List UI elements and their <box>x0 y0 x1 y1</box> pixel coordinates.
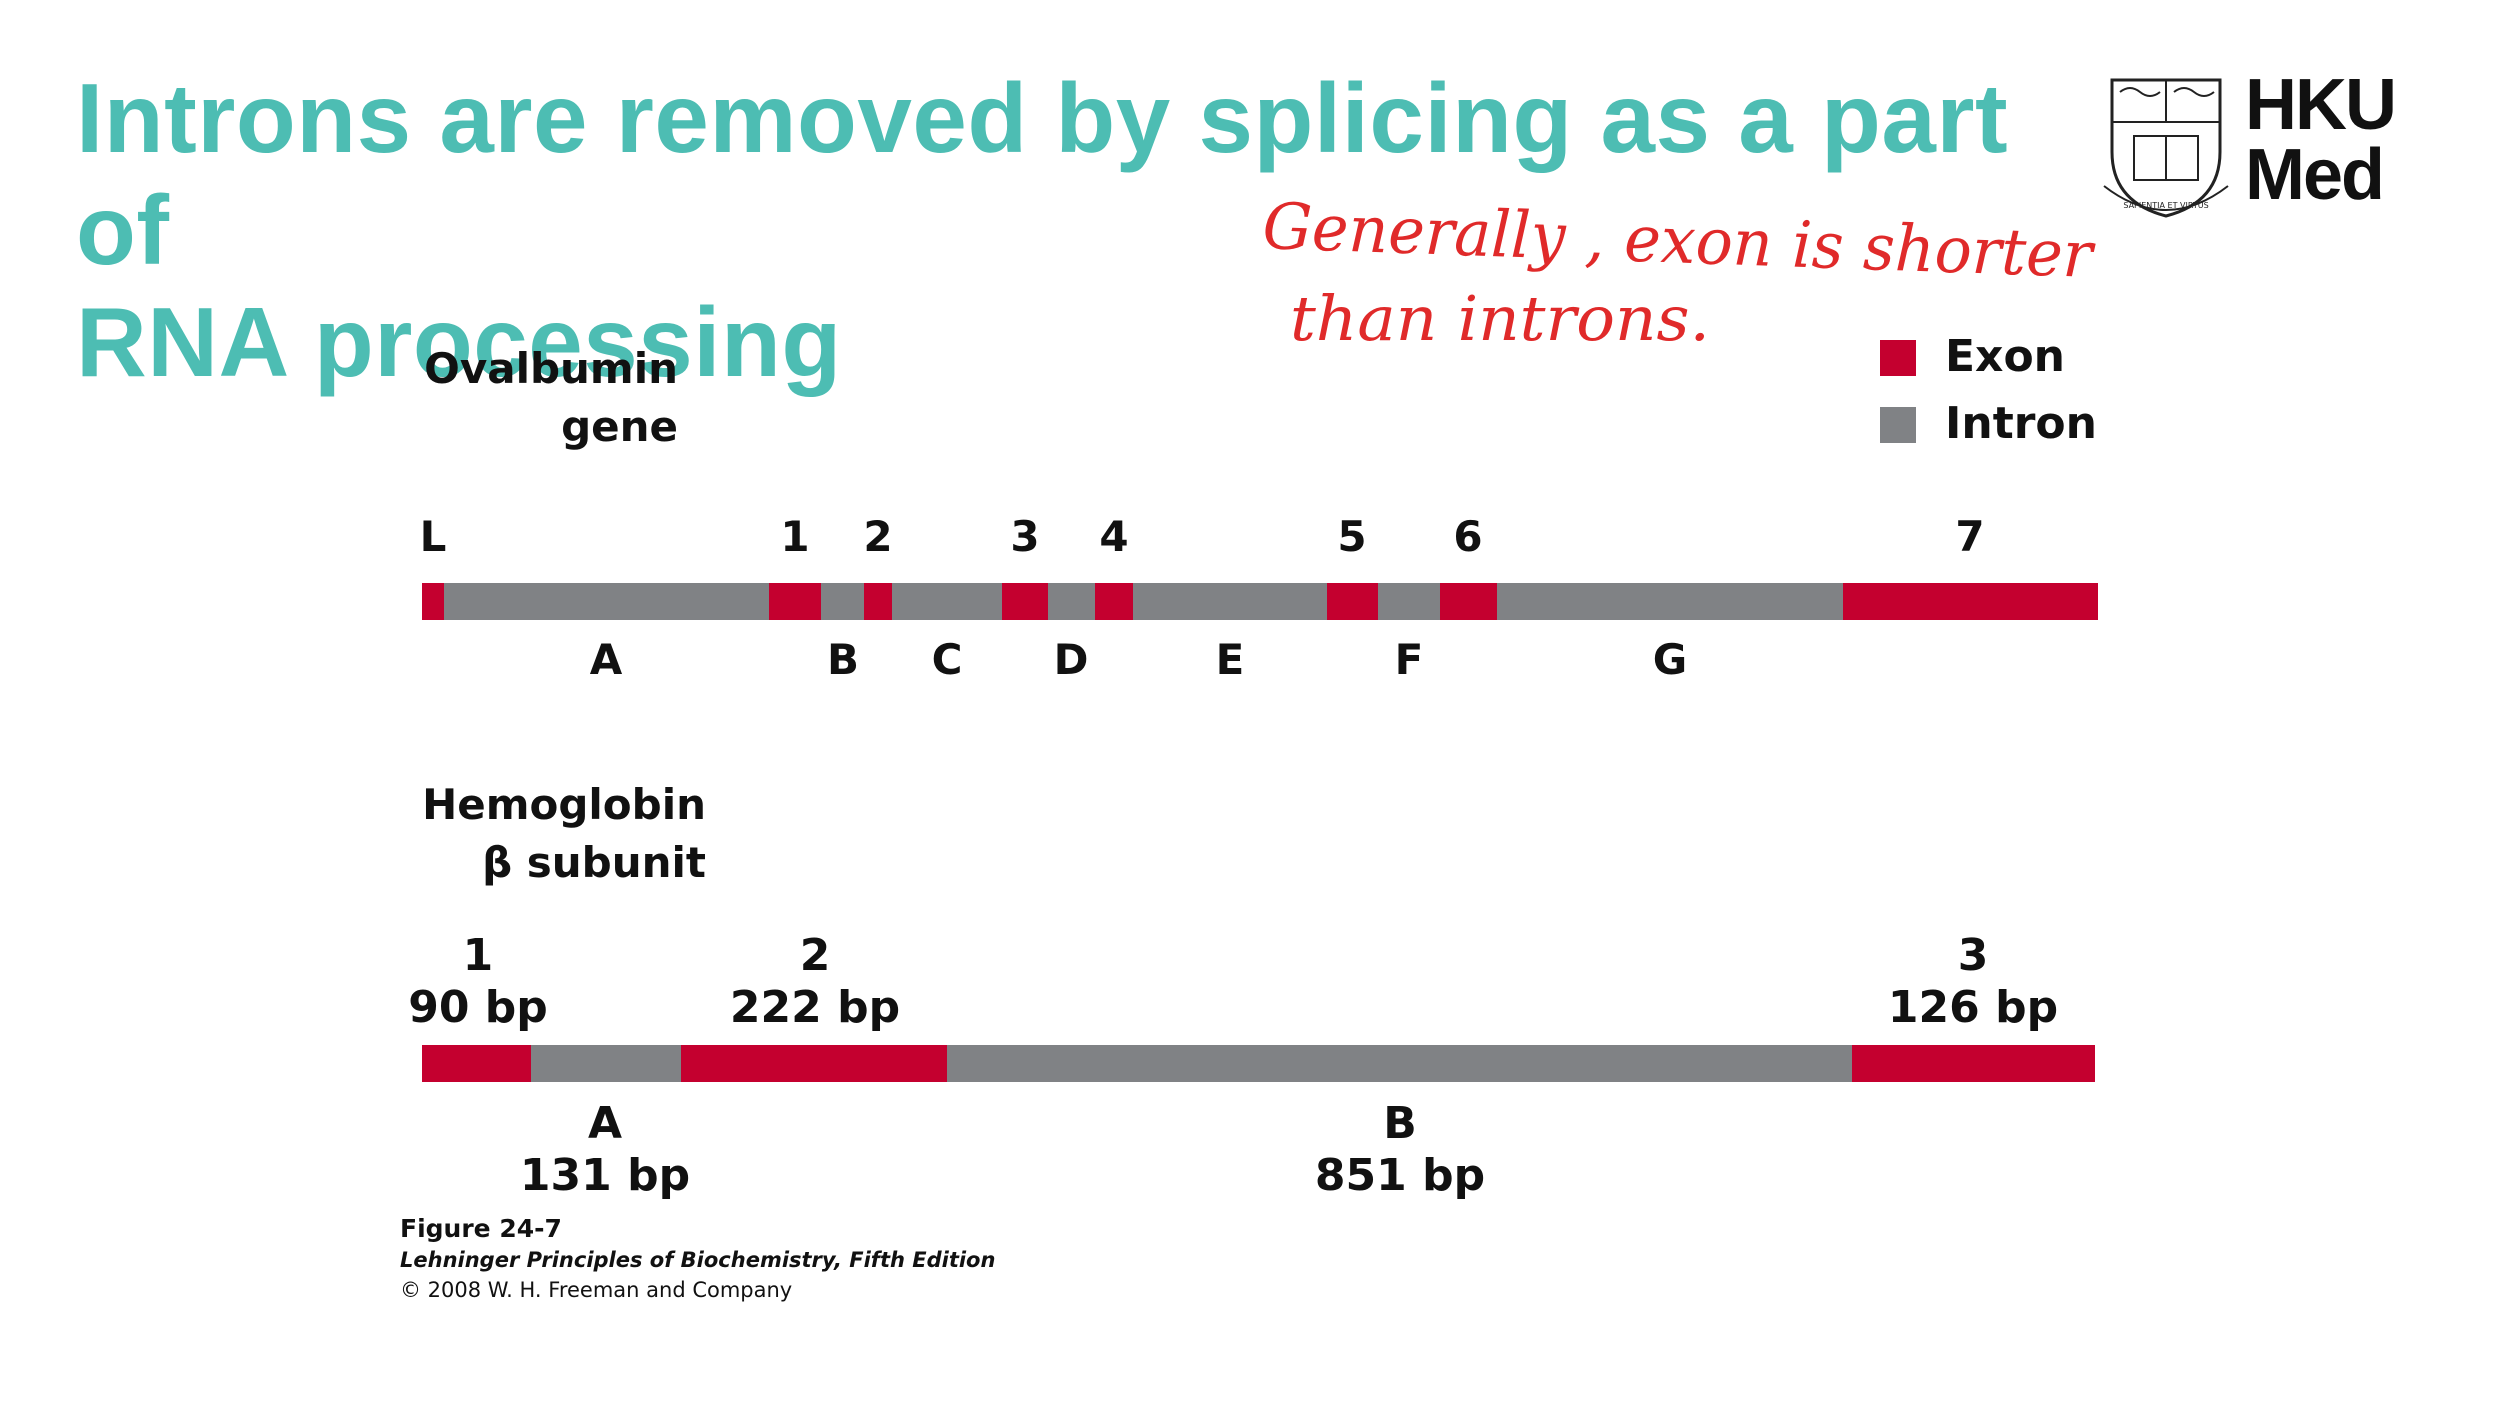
ovalbumin-intron-label: E <box>1215 635 1245 684</box>
hemoglobin-title-line2: β subunit <box>482 838 706 887</box>
ovalbumin-intron-E <box>1133 583 1327 620</box>
ovalbumin-intron-A <box>444 583 769 620</box>
figure-caption: Figure 24-7 Lehninger Principles of Bioc… <box>400 1213 995 1305</box>
hemoglobin-exon-3 <box>1852 1045 2095 1082</box>
ovalbumin-intron-D <box>1048 583 1095 620</box>
ovalbumin-exon-label: 7 <box>1955 512 1985 561</box>
hemoglobin-intron-length: 131 bp <box>519 1150 691 1201</box>
ovalbumin-exon-label: 1 <box>780 512 810 561</box>
hemoglobin-exon-number: 2 <box>799 930 831 981</box>
ovalbumin-intron-B <box>821 583 864 620</box>
ovalbumin-intron-label: C <box>931 635 963 684</box>
hemoglobin-exon-2 <box>681 1045 947 1082</box>
hku-crest-icon: SAPIENTIA ET VIRTUS <box>2103 78 2229 218</box>
legend-intron-swatch <box>1880 407 1916 443</box>
ovalbumin-exon-label: L <box>419 512 447 561</box>
ovalbumin-exon-3 <box>1002 583 1048 620</box>
slide-title-line2: RNA processing <box>76 287 842 397</box>
ovalbumin-intron-label: A <box>589 635 623 684</box>
logo-line2: Med <box>2245 135 2385 215</box>
ovalbumin-intron-G <box>1497 583 1843 620</box>
ovalbumin-title-line1: Ovalbumin <box>424 344 678 393</box>
figure-number: Figure 24-7 <box>400 1214 562 1243</box>
ovalbumin-intron-C <box>892 583 1002 620</box>
hemoglobin-exon-number: 3 <box>1957 930 1989 981</box>
ovalbumin-exon-2 <box>864 583 892 620</box>
hemoglobin-title-line1: Hemoglobin <box>422 780 706 829</box>
hemoglobin-exon-length: 90 bp <box>408 982 548 1033</box>
hemoglobin-exon-1-label: 1 90 bp <box>408 930 548 1034</box>
handwritten-note-line1: Generally , exon is shorter <box>1261 190 2096 293</box>
ovalbumin-intron-F <box>1378 583 1440 620</box>
hemoglobin-exon-1 <box>422 1045 531 1082</box>
ovalbumin-intron-label: G <box>1652 635 1688 684</box>
hemoglobin-exon-number: 1 <box>462 930 494 981</box>
slide-title: Introns are removed by splicing as a par… <box>76 62 2056 398</box>
hemoglobin-intron-letter: A <box>587 1098 623 1149</box>
legend-exon-swatch <box>1880 340 1916 376</box>
handwritten-note: Generally , exon is shorter than introns… <box>1261 190 2096 355</box>
legend-exon-label: Exon <box>1945 331 2065 382</box>
logo-line1: HKU <box>2245 65 2397 145</box>
hemoglobin-intron-B-label: B 851 bp <box>1315 1098 1485 1202</box>
hemoglobin-title: Hemoglobin β subunit <box>400 776 706 892</box>
hku-med-logo: HKU Med <box>2245 65 2397 215</box>
ovalbumin-intron-label: F <box>1394 635 1424 684</box>
ovalbumin-exon-4 <box>1095 583 1133 620</box>
ovalbumin-exon-L <box>422 583 444 620</box>
hemoglobin-intron-letter: B <box>1383 1098 1417 1149</box>
ovalbumin-exon-5 <box>1327 583 1378 620</box>
ovalbumin-exon-7 <box>1843 583 2098 620</box>
hemoglobin-exon-length: 222 bp <box>729 982 901 1033</box>
hemoglobin-intron-length: 851 bp <box>1314 1150 1486 1201</box>
ovalbumin-intron-label: B <box>826 635 860 684</box>
ovalbumin-title-line2: gene <box>561 402 678 451</box>
ovalbumin-title: Ovalbumin gene <box>420 340 678 456</box>
hemoglobin-exon-3-label: 3 126 bp <box>1888 930 2058 1034</box>
ovalbumin-exon-label: 6 <box>1453 512 1483 561</box>
hemoglobin-intron-A <box>531 1045 681 1082</box>
book-title: Lehninger Principles of Biochemistry, Fi… <box>400 1248 996 1272</box>
hemoglobin-exon-length: 126 bp <box>1887 982 2059 1033</box>
hemoglobin-intron-A-label: A 131 bp <box>520 1098 690 1202</box>
handwritten-note-line2: than introns. <box>1290 282 1710 355</box>
ovalbumin-exon-label: 5 <box>1337 512 1367 561</box>
slide-title-line1: Introns are removed by splicing as a par… <box>76 63 2009 285</box>
hemoglobin-intron-B <box>947 1045 1852 1082</box>
ovalbumin-exon-1 <box>769 583 821 620</box>
ovalbumin-exon-6 <box>1440 583 1497 620</box>
copyright: © 2008 W. H. Freeman and Company <box>400 1278 793 1302</box>
hemoglobin-exon-2-label: 2 222 bp <box>730 930 900 1034</box>
legend-intron-label: Intron <box>1945 398 2097 449</box>
ovalbumin-intron-label: D <box>1053 635 1089 684</box>
ovalbumin-exon-label: 2 <box>863 512 893 561</box>
ovalbumin-exon-label: 4 <box>1099 512 1129 561</box>
ovalbumin-exon-label: 3 <box>1010 512 1040 561</box>
seal-motto: SAPIENTIA ET VIRTUS <box>2123 201 2208 210</box>
